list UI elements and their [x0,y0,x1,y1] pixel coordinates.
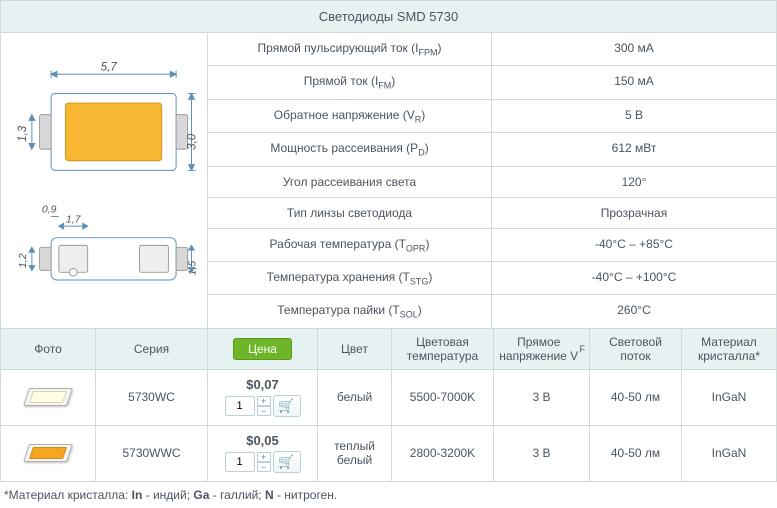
spec-label: Прямой ток (IFM) [208,66,492,99]
header-price: Цена [208,329,318,370]
dim-gap: 0,9 [42,204,57,216]
product-price: $0,07 [246,377,279,392]
spec-label: Температура хранения (TSTG) [208,262,492,295]
material-footnote: *Материал кристалла: In - индий; Ga - га… [0,482,777,508]
spec-row: Температура хранения (TSTG)-40°C – +100°… [208,262,777,295]
spec-label: Угол рассеивания света [208,167,492,198]
spec-value: 5 В [492,100,777,133]
product-price-cell: $0,05 +−🛒 [208,426,318,482]
led-thumbnail [20,438,76,468]
dim-padw: 1,7 [66,214,82,226]
product-series: 5730WC [96,370,208,426]
spec-row: Обратное напряжение (VR)5 В [208,100,777,133]
product-price-cell: $0,07 +−🛒 [208,370,318,426]
product-colortemp: 5500-7000K [392,370,494,426]
dim-bl: 1,2 [17,254,29,269]
add-to-cart-button[interactable]: 🛒 [273,395,301,417]
header-material: Материал кристалла* [682,329,777,370]
spec-row: Угол рассеивания света120° [208,167,777,198]
spec-value: 260°C [492,295,777,328]
product-flux: 40-50 лм [590,426,682,482]
spec-row: Тип линзы светодиодаПрозрачная [208,198,777,229]
spec-value: 300 мА [492,33,777,66]
diagram-cell: 5,7 3,0 1,3 [0,33,208,329]
product-series: 5730WWC [96,426,208,482]
header-photo: Фото [0,329,96,370]
products-body: 5730WC$0,07+−🛒белый5500-7000K3 В40-50 лм… [0,370,777,482]
qty-minus-button[interactable]: − [257,406,271,416]
spec-value: -40°C – +85°C [492,229,777,262]
title-text: Светодиоды SMD 5730 [319,9,458,24]
spec-row: Температура пайки (TSOL)260°C [208,295,777,328]
product-photo [0,370,96,426]
datasheet-container: Светодиоды SMD 5730 [0,0,777,508]
spec-label: Обратное напряжение (VR) [208,100,492,133]
spec-row: Прямой пульсирующий ток (IFPM)300 мА [208,33,777,66]
led-thumbnail [20,382,76,412]
spec-value: -40°C – +100°C [492,262,777,295]
cart-icon: 🛒 [278,454,294,470]
product-photo [0,426,96,482]
spec-label: Прямой пульсирующий ток (IFPM) [208,33,492,66]
cart-icon: 🛒 [278,398,294,414]
header-vf: Прямое напряжение VF [494,329,590,370]
spec-value: 150 мА [492,66,777,99]
spec-value: 612 мВт [492,133,777,166]
qty-input[interactable] [225,396,255,416]
dim-height: 3,0 [186,134,198,151]
qty-plus-button[interactable]: + [257,396,271,406]
product-color: белый [318,370,392,426]
spec-label: Тип линзы светодиода [208,198,492,229]
dimension-diagram: 5,7 3,0 1,3 [9,55,199,305]
header-color: Цвет [318,329,392,370]
qty-input[interactable] [225,452,255,472]
spec-value: Прозрачная [492,198,777,229]
spec-label: Температура пайки (TSOL) [208,295,492,328]
spec-row: Прямой ток (IFM)150 мА [208,66,777,99]
add-to-cart-button[interactable]: 🛒 [273,451,301,473]
product-row: 5730WC $0,07 +−🛒 белый5500-7000K3 В40-50 лм… [0,370,777,426]
product-vf: 3 В [494,426,590,482]
product-color: теплый белый [318,426,392,482]
dim-width: 5,7 [101,62,118,74]
specs-table: Прямой пульсирующий ток (IFPM)300 мАПрям… [208,33,777,329]
qty-plus-button[interactable]: + [257,452,271,462]
product-material: InGaN [682,426,777,482]
title-bar: Светодиоды SMD 5730 [0,0,777,33]
spec-row: Рабочая температура (TOPR)-40°C – +85°C [208,229,777,262]
spec-row: Мощность рассеивания (PD)612 мВт [208,133,777,166]
header-series: Серия [96,329,208,370]
product-colortemp: 2800-3200K [392,426,494,482]
spec-value: 120° [492,167,777,198]
spec-label: Рабочая температура (TOPR) [208,229,492,262]
header-colortemp: Цветовая температура [392,329,494,370]
price-header-button[interactable]: Цена [233,338,292,360]
main-row: 5,7 3,0 1,3 [0,33,777,329]
product-material: InGaN [682,370,777,426]
header-flux: Световой поток [590,329,682,370]
spec-label: Мощность рассеивания (PD) [208,133,492,166]
qty-minus-button[interactable]: − [257,462,271,472]
product-price: $0,05 [246,433,279,448]
product-vf: 3 В [494,370,590,426]
products-header-row: Фото Серия Цена Цвет Цветовая температур… [0,329,777,370]
product-flux: 40-50 лм [590,370,682,426]
product-row: 5730WWC $0,05 +−🛒 теплый белый2800-3200K3 В… [0,426,777,482]
dim-leftgap: 1,3 [17,126,29,143]
dim-bh: 1,5 [186,261,198,276]
